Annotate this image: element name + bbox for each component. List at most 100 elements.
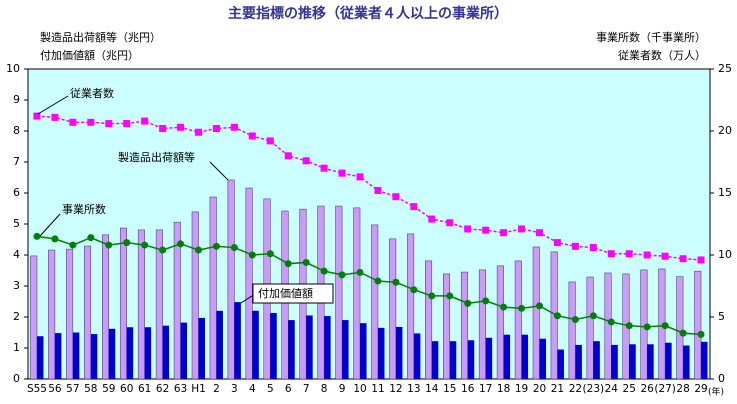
x-tick-label: 19 <box>515 383 528 395</box>
x-tick-label: 2 <box>213 383 220 395</box>
marker <box>536 302 543 310</box>
bar <box>467 340 475 379</box>
marker <box>123 239 131 247</box>
y2-tick-label: 15 <box>718 186 732 199</box>
y-tick-label: 6 <box>13 186 20 199</box>
y-tick-label: 10 <box>6 62 20 75</box>
y-tick-label: 7 <box>13 155 20 168</box>
marker <box>302 157 310 165</box>
x-tick-label: 63 <box>174 383 187 395</box>
bar <box>532 246 540 380</box>
x-tick-label: (27) <box>654 383 676 395</box>
marker <box>661 322 669 330</box>
callout-line <box>39 213 61 237</box>
bar <box>162 325 170 379</box>
marker <box>212 242 220 250</box>
bar <box>611 344 618 379</box>
marker <box>87 118 95 126</box>
x-tick-label: 22 <box>569 383 582 395</box>
marker <box>589 312 597 320</box>
marker <box>625 322 633 330</box>
y2-axis-label: 事業所数（千事業所） <box>596 31 706 44</box>
marker <box>643 323 651 331</box>
bar <box>557 349 564 379</box>
y-tick-label: 4 <box>13 248 20 261</box>
marker <box>284 152 292 160</box>
x-tick-label: 18 <box>497 383 510 395</box>
marker <box>105 241 113 249</box>
bar <box>443 273 451 380</box>
marker <box>69 241 77 249</box>
marker <box>159 246 167 254</box>
y2-tick-label: 0 <box>718 372 725 385</box>
annotation: 付加価値額 <box>258 287 313 300</box>
marker <box>284 260 292 268</box>
marker <box>571 315 579 323</box>
bar <box>342 320 349 379</box>
marker <box>248 132 256 140</box>
bar <box>568 281 576 380</box>
marker <box>159 125 167 133</box>
bar <box>119 227 127 380</box>
y-axis-label: 付加価値額（兆円） <box>40 49 139 62</box>
bar <box>694 270 702 380</box>
bar <box>30 255 38 380</box>
marker <box>374 277 382 285</box>
marker <box>679 329 687 337</box>
marker <box>643 251 651 259</box>
marker <box>446 292 454 300</box>
y2-axis-label: 従業者数（万人） <box>618 49 706 62</box>
x-tick-label: 15 <box>443 383 456 395</box>
bar <box>36 336 44 379</box>
marker <box>392 278 400 286</box>
x-tick-label: 61 <box>138 383 151 395</box>
bar <box>395 326 403 379</box>
y-tick-label: 0 <box>13 372 20 385</box>
marker <box>464 299 472 307</box>
marker <box>553 239 561 247</box>
marker <box>141 117 149 125</box>
marker <box>195 128 202 136</box>
x-tick-label: 29 <box>694 383 707 395</box>
bar <box>216 310 223 379</box>
marker <box>266 137 274 145</box>
x-tick-label: 4 <box>249 383 256 395</box>
bar <box>108 328 116 379</box>
marker <box>177 123 185 131</box>
bar <box>54 333 62 379</box>
x-tick-label: 10 <box>353 383 366 395</box>
marker <box>482 297 490 305</box>
x-tick-label: 28 <box>676 383 689 395</box>
bar <box>209 196 217 380</box>
bar <box>252 310 259 379</box>
marker <box>571 242 579 250</box>
y2-tick-label: 20 <box>718 124 732 137</box>
bar <box>407 233 415 380</box>
bar <box>431 341 439 379</box>
x-tick-label: 24 <box>605 383 619 395</box>
annotation: 事業所数 <box>62 203 106 216</box>
y-tick-label: 2 <box>13 310 20 323</box>
x-tick-label: 21 <box>551 383 564 395</box>
bar <box>144 327 152 379</box>
marker <box>607 250 615 258</box>
x-tick-label: 7 <box>303 383 310 395</box>
x-tick-label: 62 <box>156 383 169 395</box>
marker <box>374 187 382 195</box>
bar <box>413 333 421 379</box>
bar <box>539 338 546 379</box>
x-tick-label: 26 <box>640 383 654 395</box>
marker <box>33 112 41 120</box>
bar <box>478 269 486 380</box>
marker <box>248 251 256 259</box>
bar <box>180 322 188 379</box>
bar <box>288 320 295 379</box>
bar <box>353 207 361 380</box>
marker <box>607 318 615 326</box>
x-tick-label: (23) <box>583 383 605 395</box>
marker <box>266 250 274 258</box>
marker <box>87 234 95 242</box>
y-axis-label: 製造品出荷額等（兆円） <box>40 30 161 44</box>
marker <box>446 219 454 227</box>
